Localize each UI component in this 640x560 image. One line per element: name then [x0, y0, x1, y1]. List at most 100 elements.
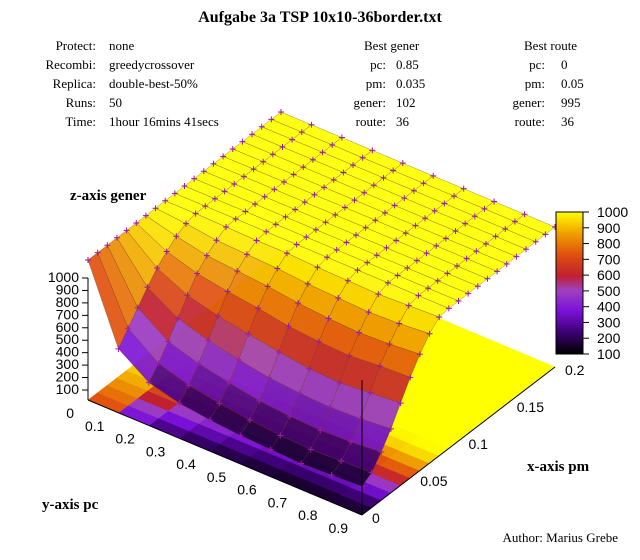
data-point-marker — [306, 365, 313, 372]
data-point-marker — [296, 390, 303, 397]
data-point-marker — [462, 220, 469, 227]
data-point-marker — [362, 224, 369, 231]
data-point-marker — [330, 176, 337, 183]
data-point-marker — [357, 415, 364, 422]
data-point-marker — [335, 294, 342, 301]
author-credit: Author: Marius Grebe — [502, 530, 618, 545]
data-point-marker — [402, 230, 409, 237]
data-point-marker — [185, 382, 192, 389]
data-point-marker — [416, 351, 423, 358]
data-point-marker — [380, 174, 387, 181]
info-key: route: — [514, 114, 545, 129]
data-point-marker — [369, 147, 376, 154]
best-route-row: gener: 995 — [490, 93, 621, 112]
data-point-marker — [163, 248, 170, 255]
info-row-recombi: Recombi: greedycrossover — [0, 55, 279, 74]
data-point-marker — [431, 207, 438, 214]
data-point-marker — [301, 199, 308, 206]
data-point-marker — [174, 315, 181, 322]
data-point-marker — [263, 228, 270, 235]
z-tick-label: 500 — [56, 331, 80, 347]
data-point-marker — [452, 228, 459, 235]
data-point-marker — [239, 138, 246, 145]
y-tick-label: 0.9 — [329, 520, 349, 536]
data-point-marker — [445, 305, 452, 312]
data-point-marker — [532, 238, 539, 245]
data-point-marker — [298, 460, 305, 467]
data-point-marker — [347, 438, 354, 445]
data-point-marker — [471, 213, 478, 220]
info-value: 36 — [561, 114, 574, 129]
x-tick-label: 0 — [372, 510, 380, 526]
data-point-marker — [350, 162, 357, 169]
y-tick-label: 0.7 — [268, 494, 288, 510]
best-gener-row: pm: 0.035 — [330, 74, 456, 93]
data-point-marker — [214, 312, 221, 319]
data-point-marker — [523, 246, 530, 253]
data-point-marker — [162, 197, 169, 204]
data-point-marker — [171, 190, 178, 197]
best-route-row: pm: 0.05 — [490, 74, 621, 93]
data-point-marker — [229, 146, 236, 152]
data-point-marker — [303, 234, 310, 241]
data-point-marker — [375, 291, 382, 298]
data-point-marker — [200, 168, 207, 175]
data-point-marker — [359, 154, 366, 161]
data-point-marker — [343, 239, 350, 246]
x-tick-label: 0.15 — [517, 399, 544, 415]
info-row-replica: Replica: double-best-50% — [0, 74, 279, 93]
data-point-marker — [387, 425, 394, 432]
data-point-marker — [292, 206, 299, 213]
data-point-marker — [451, 193, 458, 200]
data-point-marker — [396, 320, 403, 327]
x-axis-line — [361, 366, 556, 516]
data-point-marker — [252, 201, 259, 208]
info-key: gener: — [353, 95, 386, 110]
data-point-marker — [314, 264, 321, 271]
data-point-marker — [391, 202, 398, 209]
best-gener-header: Best gener — [364, 38, 420, 53]
data-point-marker — [415, 292, 422, 299]
data-point-marker — [191, 175, 198, 182]
data-point-marker — [455, 298, 462, 304]
data-point-marker — [173, 233, 180, 240]
data-point-markers — [85, 109, 558, 490]
data-point-marker — [354, 267, 361, 274]
info-row-time: Time: 1hour 16mins 41secs — [0, 112, 279, 131]
data-point-marker — [473, 248, 480, 255]
data-point-marker — [277, 432, 284, 439]
data-point-marker — [195, 360, 202, 367]
data-point-marker — [224, 288, 231, 295]
data-point-marker — [267, 446, 274, 453]
data-point-marker — [401, 195, 408, 202]
data-point-marker — [113, 234, 120, 241]
data-point-marker — [521, 211, 528, 218]
data-point-marker — [442, 235, 449, 242]
best-gener-row: gener: 102 — [330, 93, 456, 112]
info-value: 1hour 16mins 41secs — [109, 114, 219, 129]
info-key: route: — [355, 114, 386, 129]
data-point-marker — [255, 305, 262, 312]
data-point-marker — [231, 180, 238, 187]
info-key: Runs: — [65, 95, 96, 110]
data-point-marker — [144, 284, 151, 291]
data-point-marker — [365, 309, 372, 316]
data-point-marker — [460, 185, 467, 192]
data-point-marker — [325, 315, 332, 322]
data-point-marker — [249, 131, 256, 138]
data-point-marker — [213, 237, 220, 244]
data-point-marker — [344, 277, 351, 284]
z-tick-label: 300 — [56, 356, 80, 372]
data-point-marker — [304, 280, 311, 287]
data-point-marker — [258, 123, 265, 130]
data-point-marker — [503, 261, 510, 267]
best-route-row: route: 36 — [490, 112, 621, 131]
y-axis-line — [87, 399, 363, 516]
data-point-marker — [351, 197, 358, 204]
data-point-marker — [410, 187, 417, 194]
info-value: 102 — [396, 95, 416, 110]
colorbar-tick-label: 100 — [597, 346, 621, 362]
data-point-marker — [283, 250, 290, 257]
